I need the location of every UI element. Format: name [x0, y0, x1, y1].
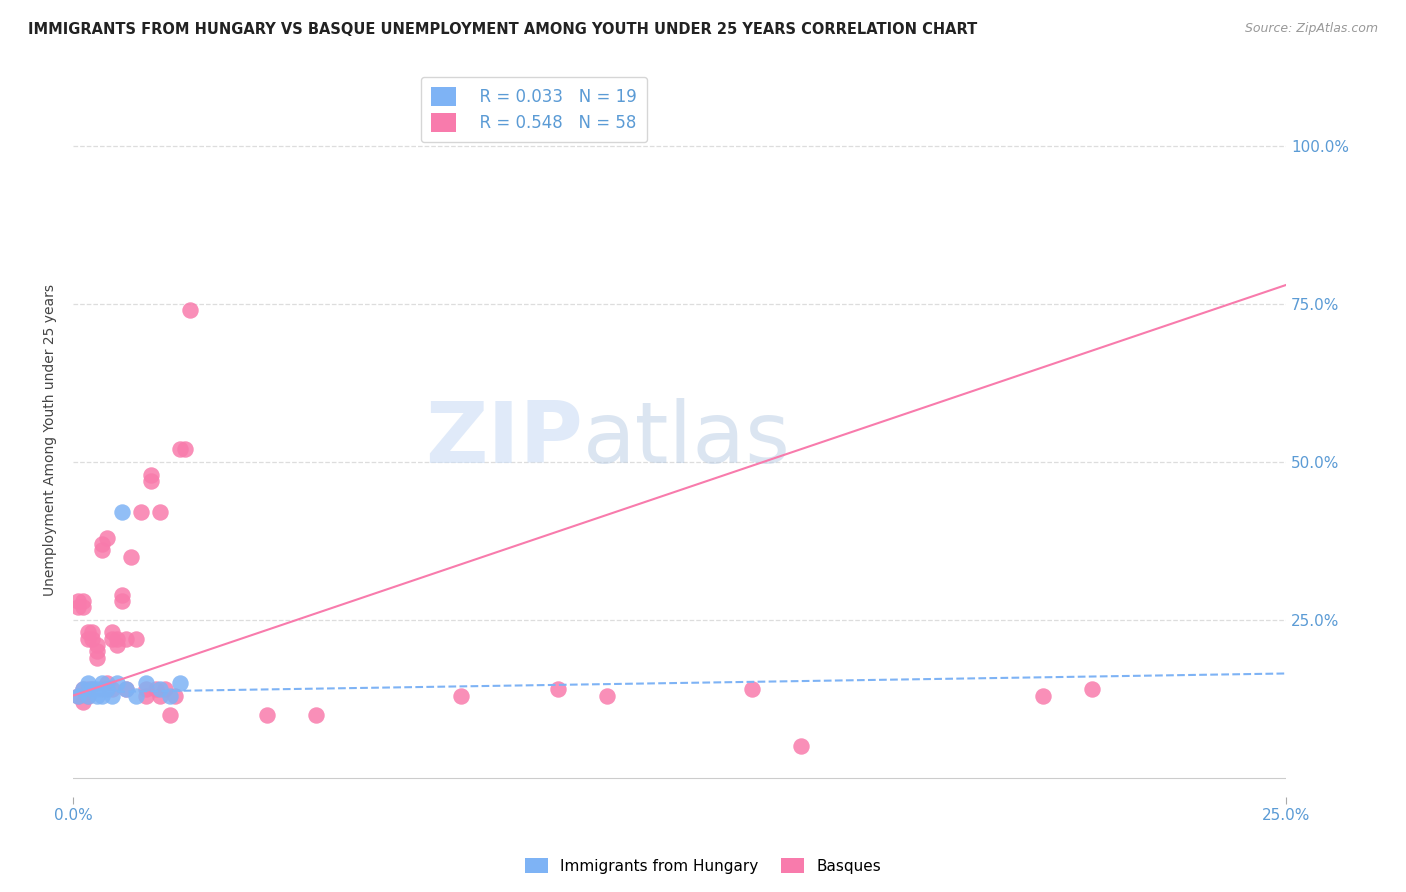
Point [101, 682, 124, 697]
Point [115, 682, 138, 697]
Point [76, 676, 98, 690]
Point [741, 682, 763, 697]
Point [450, 689, 472, 703]
Text: atlas: atlas [582, 398, 790, 482]
Point [72, 682, 94, 697]
Point [179, 303, 201, 318]
Point [155, 682, 177, 697]
Point [596, 689, 619, 703]
Point [125, 689, 148, 703]
Point [72, 695, 94, 709]
Point [110, 588, 132, 602]
Point [96, 682, 118, 697]
Point [66, 689, 89, 703]
Point [76, 682, 98, 697]
Point [96, 676, 118, 690]
Point [72, 682, 94, 697]
Point [169, 676, 191, 690]
Point [101, 689, 124, 703]
Point [139, 467, 162, 482]
Point [105, 632, 128, 646]
Point [105, 676, 128, 690]
Point [101, 625, 124, 640]
Point [66, 594, 89, 608]
Point [66, 689, 89, 703]
Point [82, 632, 104, 646]
Point [82, 682, 104, 697]
Text: IMMIGRANTS FROM HUNGARY VS BASQUE UNEMPLOYMENT AMONG YOUTH UNDER 25 YEARS CORREL: IMMIGRANTS FROM HUNGARY VS BASQUE UNEMPL… [28, 22, 977, 37]
Point [76, 689, 98, 703]
Point [91, 689, 114, 703]
Point [149, 682, 172, 697]
Point [129, 505, 152, 519]
Point [91, 676, 114, 690]
Point [149, 505, 172, 519]
Point [790, 739, 813, 753]
Point [159, 707, 181, 722]
Point [96, 682, 118, 697]
Point [135, 682, 157, 697]
Point [91, 543, 114, 558]
Point [76, 632, 98, 646]
Point [76, 689, 98, 703]
Y-axis label: Unemployment Among Youth under 25 years: Unemployment Among Youth under 25 years [44, 284, 58, 596]
Point [115, 682, 138, 697]
Point [91, 537, 114, 551]
Point [82, 682, 104, 697]
Legend:   R = 0.033   N = 19,   R = 0.548   N = 58: R = 0.033 N = 19, R = 0.548 N = 58 [420, 77, 647, 142]
Point [66, 600, 89, 615]
Point [169, 442, 191, 457]
Point [76, 625, 98, 640]
Point [125, 632, 148, 646]
Point [86, 689, 108, 703]
Point [96, 531, 118, 545]
Point [135, 676, 157, 690]
Point [82, 625, 104, 640]
Point [101, 632, 124, 646]
Text: ZIP: ZIP [425, 398, 582, 482]
Point [72, 600, 94, 615]
Point [145, 682, 167, 697]
Point [91, 682, 114, 697]
Point [86, 644, 108, 658]
Point [139, 474, 162, 488]
Point [110, 594, 132, 608]
Text: Source: ZipAtlas.com: Source: ZipAtlas.com [1244, 22, 1378, 36]
Point [1032, 689, 1054, 703]
Point [115, 632, 138, 646]
Point [72, 594, 94, 608]
Point [105, 638, 128, 652]
Point [547, 682, 569, 697]
Point [149, 689, 172, 703]
Point [163, 689, 186, 703]
Point [305, 707, 328, 722]
Point [86, 650, 108, 665]
Point [159, 689, 181, 703]
Legend: Immigrants from Hungary, Basques: Immigrants from Hungary, Basques [519, 852, 887, 880]
Point [120, 549, 142, 564]
Point [110, 505, 132, 519]
Point [135, 689, 157, 703]
Point [1081, 682, 1104, 697]
Point [86, 682, 108, 697]
Point [86, 638, 108, 652]
Point [173, 442, 195, 457]
Point [256, 707, 278, 722]
